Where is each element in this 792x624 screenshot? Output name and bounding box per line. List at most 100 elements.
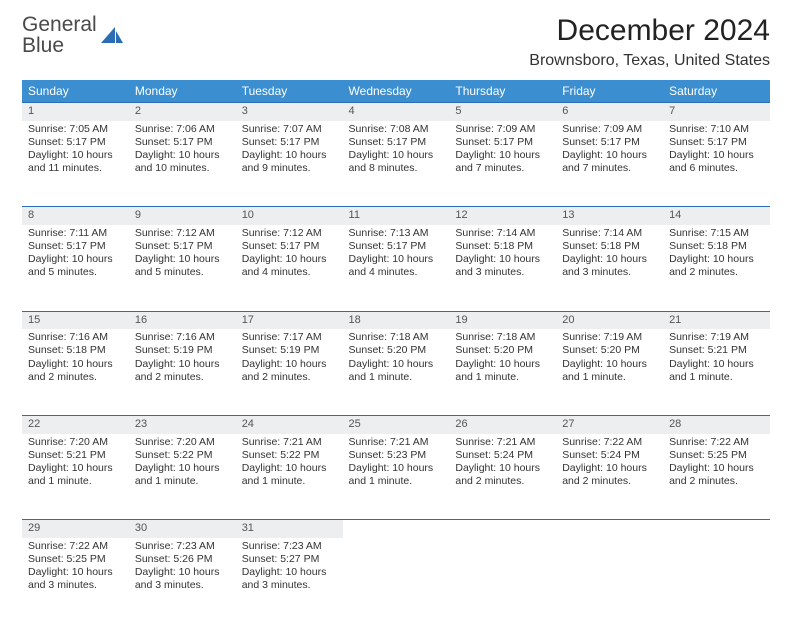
calendar-cell-head: 26: [449, 415, 556, 433]
daylight-line: Daylight: 10 hours and 1 minute.: [669, 358, 764, 384]
calendar-cell-head: 7: [663, 103, 770, 121]
calendar-cell-head: 8: [22, 207, 129, 225]
day-number: 23: [129, 416, 236, 434]
sunrise-line: Sunrise: 7:17 AM: [242, 331, 337, 344]
daylight-line: Daylight: 10 hours and 3 minutes.: [562, 253, 657, 279]
sunset-line: Sunset: 5:17 PM: [562, 136, 657, 149]
daylight-line: Daylight: 10 hours and 10 minutes.: [135, 149, 230, 175]
sunset-line: Sunset: 5:17 PM: [135, 136, 230, 149]
sunrise-line: Sunrise: 7:12 AM: [135, 227, 230, 240]
day-number: 28: [663, 416, 770, 434]
calendar-cell: Sunrise: 7:12 AMSunset: 5:17 PMDaylight:…: [129, 225, 236, 311]
weekday-header: Sunday: [22, 80, 129, 103]
calendar-cell: Sunrise: 7:22 AMSunset: 5:25 PMDaylight:…: [22, 538, 129, 624]
day-body: Sunrise: 7:10 AMSunset: 5:17 PMDaylight:…: [663, 121, 770, 180]
day-body: Sunrise: 7:17 AMSunset: 5:19 PMDaylight:…: [236, 329, 343, 388]
calendar-cell: Sunrise: 7:16 AMSunset: 5:18 PMDaylight:…: [22, 329, 129, 415]
sunset-line: Sunset: 5:17 PM: [242, 240, 337, 253]
calendar-cell: Sunrise: 7:19 AMSunset: 5:21 PMDaylight:…: [663, 329, 770, 415]
calendar-cell-head: 4: [343, 103, 450, 121]
day-number: 9: [129, 207, 236, 225]
calendar-cell: [556, 538, 663, 624]
sunrise-line: Sunrise: 7:15 AM: [669, 227, 764, 240]
weekday-header: Tuesday: [236, 80, 343, 103]
calendar-cell-head: 5: [449, 103, 556, 121]
calendar-cell-head: 30: [129, 520, 236, 538]
day-body: Sunrise: 7:18 AMSunset: 5:20 PMDaylight:…: [449, 329, 556, 388]
calendar-cell: Sunrise: 7:22 AMSunset: 5:24 PMDaylight:…: [556, 434, 663, 520]
daylight-line: Daylight: 10 hours and 2 minutes.: [562, 462, 657, 488]
weekday-header: Thursday: [449, 80, 556, 103]
calendar-cell: Sunrise: 7:08 AMSunset: 5:17 PMDaylight:…: [343, 121, 450, 207]
day-body: Sunrise: 7:21 AMSunset: 5:22 PMDaylight:…: [236, 434, 343, 493]
calendar-cell-head: 24: [236, 415, 343, 433]
sunrise-line: Sunrise: 7:19 AM: [562, 331, 657, 344]
calendar-cell: [663, 538, 770, 624]
calendar-cell-head: 22: [22, 415, 129, 433]
day-body: Sunrise: 7:19 AMSunset: 5:20 PMDaylight:…: [556, 329, 663, 388]
calendar-cell: Sunrise: 7:14 AMSunset: 5:18 PMDaylight:…: [449, 225, 556, 311]
daynum-row: 891011121314: [22, 207, 770, 225]
sunrise-line: Sunrise: 7:20 AM: [135, 436, 230, 449]
sunrise-line: Sunrise: 7:09 AM: [455, 123, 550, 136]
day-number: 12: [449, 207, 556, 225]
daylight-line: Daylight: 10 hours and 11 minutes.: [28, 149, 123, 175]
calendar-cell: Sunrise: 7:12 AMSunset: 5:17 PMDaylight:…: [236, 225, 343, 311]
month-title: December 2024: [529, 14, 770, 48]
sunset-line: Sunset: 5:18 PM: [669, 240, 764, 253]
calendar-cell-head: 25: [343, 415, 450, 433]
calendar-cell-head: 1: [22, 103, 129, 121]
calendar-cell-head: 31: [236, 520, 343, 538]
daylight-line: Daylight: 10 hours and 3 minutes.: [28, 566, 123, 592]
sunset-line: Sunset: 5:24 PM: [562, 449, 657, 462]
day-body: Sunrise: 7:23 AMSunset: 5:26 PMDaylight:…: [129, 538, 236, 597]
calendar-cell: Sunrise: 7:09 AMSunset: 5:17 PMDaylight:…: [449, 121, 556, 207]
day-body: Sunrise: 7:15 AMSunset: 5:18 PMDaylight:…: [663, 225, 770, 284]
sunrise-line: Sunrise: 7:21 AM: [242, 436, 337, 449]
sunrise-line: Sunrise: 7:12 AM: [242, 227, 337, 240]
calendar-cell-head: 17: [236, 311, 343, 329]
sunset-line: Sunset: 5:17 PM: [669, 136, 764, 149]
calendar-cell: Sunrise: 7:16 AMSunset: 5:19 PMDaylight:…: [129, 329, 236, 415]
sunset-line: Sunset: 5:24 PM: [455, 449, 550, 462]
calendar-cell-head: 12: [449, 207, 556, 225]
calendar-cell: [343, 538, 450, 624]
sunset-line: Sunset: 5:17 PM: [349, 136, 444, 149]
day-body: Sunrise: 7:22 AMSunset: 5:24 PMDaylight:…: [556, 434, 663, 493]
sunrise-line: Sunrise: 7:11 AM: [28, 227, 123, 240]
sunset-line: Sunset: 5:18 PM: [455, 240, 550, 253]
day-number: 4: [343, 103, 450, 121]
day-number: 1: [22, 103, 129, 121]
day-body: Sunrise: 7:12 AMSunset: 5:17 PMDaylight:…: [129, 225, 236, 284]
calendar-cell: Sunrise: 7:18 AMSunset: 5:20 PMDaylight:…: [343, 329, 450, 415]
calendar-cell: [449, 538, 556, 624]
calendar-cell: Sunrise: 7:23 AMSunset: 5:27 PMDaylight:…: [236, 538, 343, 624]
sunset-line: Sunset: 5:17 PM: [28, 240, 123, 253]
calendar-cell: Sunrise: 7:21 AMSunset: 5:23 PMDaylight:…: [343, 434, 450, 520]
day-body: Sunrise: 7:14 AMSunset: 5:18 PMDaylight:…: [449, 225, 556, 284]
day-number: 27: [556, 416, 663, 434]
location: Brownsboro, Texas, United States: [529, 52, 770, 70]
sunrise-line: Sunrise: 7:23 AM: [242, 540, 337, 553]
day-body: Sunrise: 7:07 AMSunset: 5:17 PMDaylight:…: [236, 121, 343, 180]
sunset-line: Sunset: 5:19 PM: [135, 344, 230, 357]
calendar-cell: Sunrise: 7:19 AMSunset: 5:20 PMDaylight:…: [556, 329, 663, 415]
daylight-line: Daylight: 10 hours and 2 minutes.: [135, 358, 230, 384]
sunset-line: Sunset: 5:18 PM: [562, 240, 657, 253]
sunrise-line: Sunrise: 7:18 AM: [455, 331, 550, 344]
sunset-line: Sunset: 5:22 PM: [242, 449, 337, 462]
calendar-cell: Sunrise: 7:05 AMSunset: 5:17 PMDaylight:…: [22, 121, 129, 207]
sunrise-line: Sunrise: 7:22 AM: [669, 436, 764, 449]
sunset-line: Sunset: 5:20 PM: [562, 344, 657, 357]
day-number: 15: [22, 312, 129, 330]
calendar-cell: Sunrise: 7:09 AMSunset: 5:17 PMDaylight:…: [556, 121, 663, 207]
daylight-line: Daylight: 10 hours and 2 minutes.: [28, 358, 123, 384]
sunrise-line: Sunrise: 7:07 AM: [242, 123, 337, 136]
sunrise-line: Sunrise: 7:18 AM: [349, 331, 444, 344]
day-number: 21: [663, 312, 770, 330]
day-body: Sunrise: 7:08 AMSunset: 5:17 PMDaylight:…: [343, 121, 450, 180]
sunrise-line: Sunrise: 7:14 AM: [562, 227, 657, 240]
day-number: 25: [343, 416, 450, 434]
sunset-line: Sunset: 5:25 PM: [669, 449, 764, 462]
sunrise-line: Sunrise: 7:13 AM: [349, 227, 444, 240]
